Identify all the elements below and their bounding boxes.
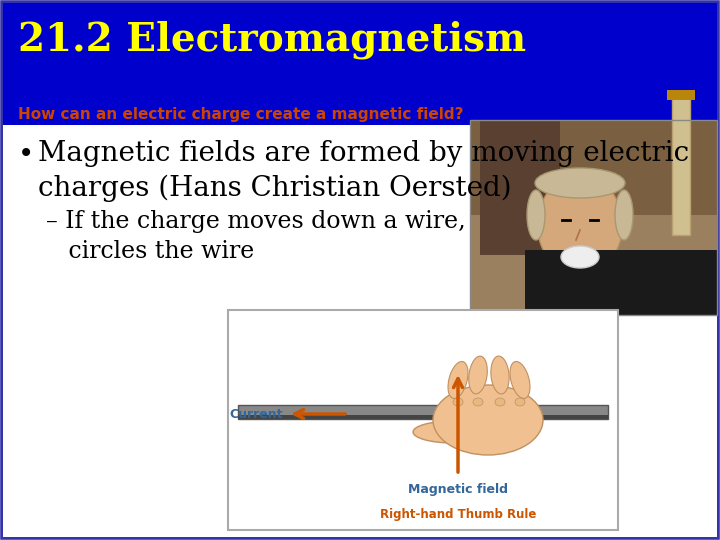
Text: Current: Current	[230, 408, 283, 421]
Ellipse shape	[453, 398, 463, 406]
Ellipse shape	[510, 361, 530, 399]
Text: Magnetic field: Magnetic field	[408, 483, 508, 496]
Ellipse shape	[535, 168, 625, 198]
FancyBboxPatch shape	[672, 95, 690, 235]
FancyBboxPatch shape	[238, 405, 608, 419]
Ellipse shape	[473, 398, 483, 406]
FancyBboxPatch shape	[3, 125, 717, 537]
Ellipse shape	[469, 356, 487, 394]
Ellipse shape	[495, 398, 505, 406]
FancyBboxPatch shape	[3, 3, 717, 537]
Ellipse shape	[538, 175, 623, 275]
Ellipse shape	[527, 190, 545, 240]
Text: Magnetic fields are formed by moving electric
charges (Hans Christian Oersted): Magnetic fields are formed by moving ele…	[38, 140, 689, 202]
FancyBboxPatch shape	[228, 310, 618, 530]
Ellipse shape	[413, 421, 493, 443]
Text: How can an electric charge create a magnetic field?: How can an electric charge create a magn…	[18, 107, 464, 123]
FancyBboxPatch shape	[480, 120, 560, 255]
Ellipse shape	[433, 385, 543, 455]
Text: Right-hand Thumb Rule: Right-hand Thumb Rule	[380, 508, 536, 521]
FancyBboxPatch shape	[470, 120, 717, 315]
Ellipse shape	[615, 190, 633, 240]
Ellipse shape	[561, 246, 599, 268]
FancyBboxPatch shape	[238, 407, 608, 412]
Text: •: •	[18, 142, 35, 169]
Text: – If the charge moves down a wire,
   circles the wire: – If the charge moves down a wire, circl…	[46, 210, 466, 263]
FancyBboxPatch shape	[667, 90, 695, 100]
FancyBboxPatch shape	[3, 3, 717, 125]
FancyBboxPatch shape	[525, 250, 717, 315]
Ellipse shape	[515, 398, 525, 406]
Ellipse shape	[448, 361, 468, 399]
Ellipse shape	[491, 356, 509, 394]
FancyBboxPatch shape	[470, 120, 717, 215]
FancyBboxPatch shape	[238, 415, 608, 419]
Text: 21.2 Electromagnetism: 21.2 Electromagnetism	[18, 21, 526, 59]
